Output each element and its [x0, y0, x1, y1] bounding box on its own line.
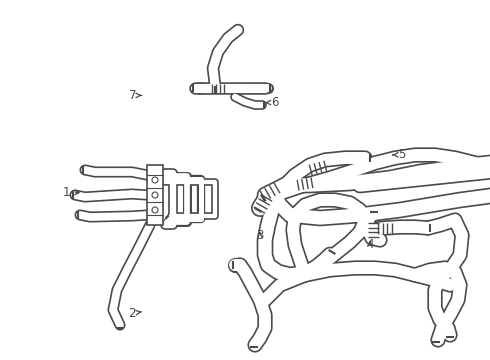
- Text: 2: 2: [128, 307, 142, 320]
- Bar: [147, 165, 163, 225]
- Circle shape: [152, 177, 158, 183]
- Text: 7: 7: [128, 89, 142, 102]
- Text: 4: 4: [366, 238, 374, 251]
- Circle shape: [152, 192, 158, 198]
- Text: 3: 3: [256, 229, 264, 242]
- Text: 6: 6: [265, 96, 278, 109]
- Text: 5: 5: [392, 148, 406, 161]
- Text: 1: 1: [62, 186, 79, 199]
- Circle shape: [152, 207, 158, 213]
